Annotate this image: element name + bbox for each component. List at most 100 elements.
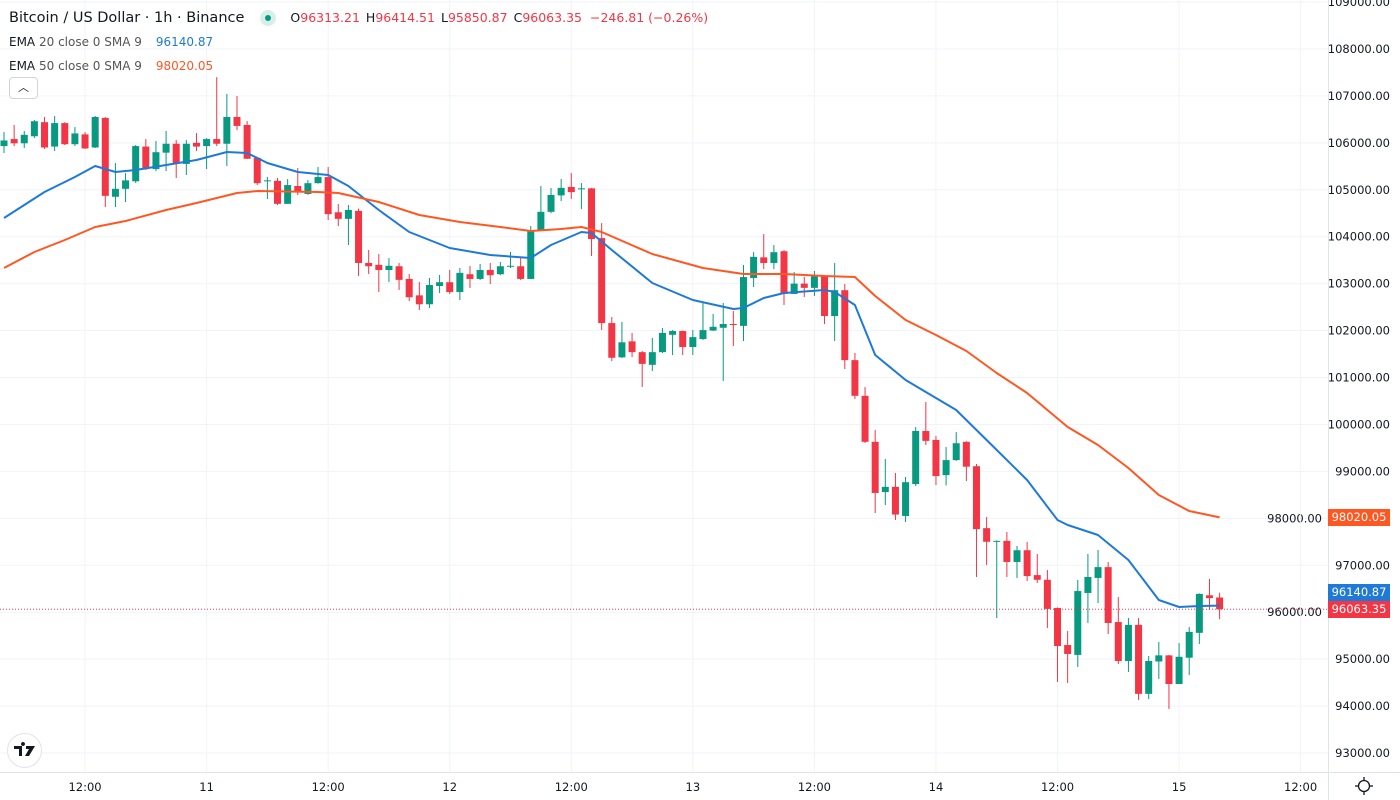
candle-up: [881, 486, 889, 493]
gear-icon[interactable]: [1354, 776, 1374, 796]
y-tick-label: 97000.00: [1335, 558, 1390, 572]
candle-up: [719, 323, 727, 328]
candle-down: [213, 139, 221, 144]
x-tick-label: 11: [199, 780, 214, 794]
ema50-name: EMA: [9, 59, 36, 73]
candle-down: [922, 431, 930, 441]
collapse-legend-button[interactable]: ︿: [9, 77, 38, 99]
y-tick-label: 105000.00: [1328, 183, 1390, 197]
y-tick-label: 107000.00: [1328, 89, 1390, 103]
candle-down: [61, 123, 69, 145]
candle-down: [821, 276, 829, 317]
candle-up: [162, 143, 170, 153]
candle-up: [689, 337, 697, 347]
candle-up: [476, 270, 484, 279]
candle-up: [952, 443, 960, 461]
candle-down: [253, 157, 261, 184]
y-tick-label: 108000.00: [1328, 42, 1390, 56]
x-tick-label: 14: [929, 780, 944, 794]
candle-up: [1074, 591, 1082, 655]
candle-up: [91, 116, 99, 148]
candle-down: [395, 266, 403, 280]
candle-down: [760, 257, 768, 263]
candle-down: [41, 122, 49, 148]
candle-down: [355, 210, 363, 263]
candle-up: [993, 540, 1001, 542]
candle-down: [294, 185, 302, 193]
candle-up: [790, 283, 798, 294]
tradingview-logo[interactable]: [7, 733, 42, 768]
candle-up: [304, 183, 312, 194]
ema50-value: 98020.05: [155, 59, 214, 73]
candle-up: [577, 188, 585, 190]
y-tick-label: 98000.00: [1267, 511, 1322, 525]
candle-down: [81, 134, 89, 149]
ema50-legend[interactable]: EMA 50 close 0 SMA 9 98020.05: [9, 54, 708, 78]
candle-down: [1104, 567, 1112, 623]
candle-down: [1165, 655, 1173, 685]
candle-down: [851, 360, 859, 396]
y-tick-label: 102000.00: [1328, 324, 1390, 338]
x-tick-label: 12:00: [1284, 780, 1317, 794]
low-value: 95850.87: [447, 10, 508, 25]
candle-up: [1013, 550, 1021, 562]
candle-down: [598, 238, 606, 324]
candle-down: [1054, 607, 1062, 646]
x-tick-label: 12:00: [798, 780, 831, 794]
candle-down: [628, 341, 636, 353]
candle-up: [284, 185, 292, 204]
candle-up: [0, 140, 8, 147]
candle-up: [658, 332, 666, 353]
candle-down: [101, 117, 109, 196]
candle-down: [192, 142, 200, 147]
candle-down: [172, 143, 180, 163]
symbol-title[interactable]: Bitcoin / US Dollar · 1h · Binance: [9, 10, 245, 26]
last-price-tag: 96063.35: [1328, 600, 1390, 618]
x-tick-label: 12:00: [555, 780, 588, 794]
candle-down: [1216, 597, 1224, 610]
ema20-value: 96140.87: [155, 35, 214, 49]
y-tick-label: 104000.00: [1328, 230, 1390, 244]
ema50-params: 50 close 0 SMA 9: [38, 59, 142, 73]
ema50-price-tag: 98020.05: [1328, 508, 1390, 526]
candle-up: [1124, 624, 1132, 662]
ema20-legend[interactable]: EMA 20 close 0 SMA 9 96140.87: [9, 30, 708, 54]
candle-down: [1043, 579, 1051, 609]
market-status-icon[interactable]: [260, 10, 277, 26]
candle-down: [800, 283, 808, 288]
candle-down: [972, 466, 980, 530]
candle-down: [365, 262, 373, 267]
high-label: H: [365, 10, 376, 25]
ema20-name: EMA: [9, 35, 36, 49]
candle-down: [446, 282, 454, 293]
candle-down: [608, 323, 616, 358]
candle-down: [1023, 550, 1031, 577]
x-tick-label: 13: [686, 780, 701, 794]
candle-up: [699, 330, 707, 340]
candle-down: [841, 290, 849, 361]
candle-up: [1145, 661, 1153, 694]
candle-up: [122, 180, 130, 189]
ema20-price-tag: 96140.87: [1328, 583, 1390, 601]
chevron-up-icon: ︿: [18, 81, 29, 94]
candle-down: [861, 395, 869, 442]
candle-down: [10, 139, 18, 144]
candle-down: [1064, 645, 1072, 654]
candle-up: [132, 146, 140, 182]
candle-down: [1114, 622, 1122, 662]
candle-up: [547, 194, 555, 212]
change-value: −246.81 (−0.26%): [589, 10, 709, 25]
ema20-params: 20 close 0 SMA 9: [38, 35, 142, 49]
y-tick-label: 96000.00: [1267, 605, 1322, 619]
x-tick-label: 12:00: [1041, 780, 1074, 794]
candle-down: [891, 486, 899, 515]
candle-down: [415, 295, 423, 305]
candle-up: [20, 134, 28, 144]
candle-down: [1003, 540, 1011, 562]
candle-down: [962, 441, 970, 467]
candle-down: [588, 188, 596, 240]
candle-up: [456, 272, 464, 293]
candle-down: [142, 146, 150, 170]
y-tick-label: 93000.00: [1335, 746, 1390, 760]
